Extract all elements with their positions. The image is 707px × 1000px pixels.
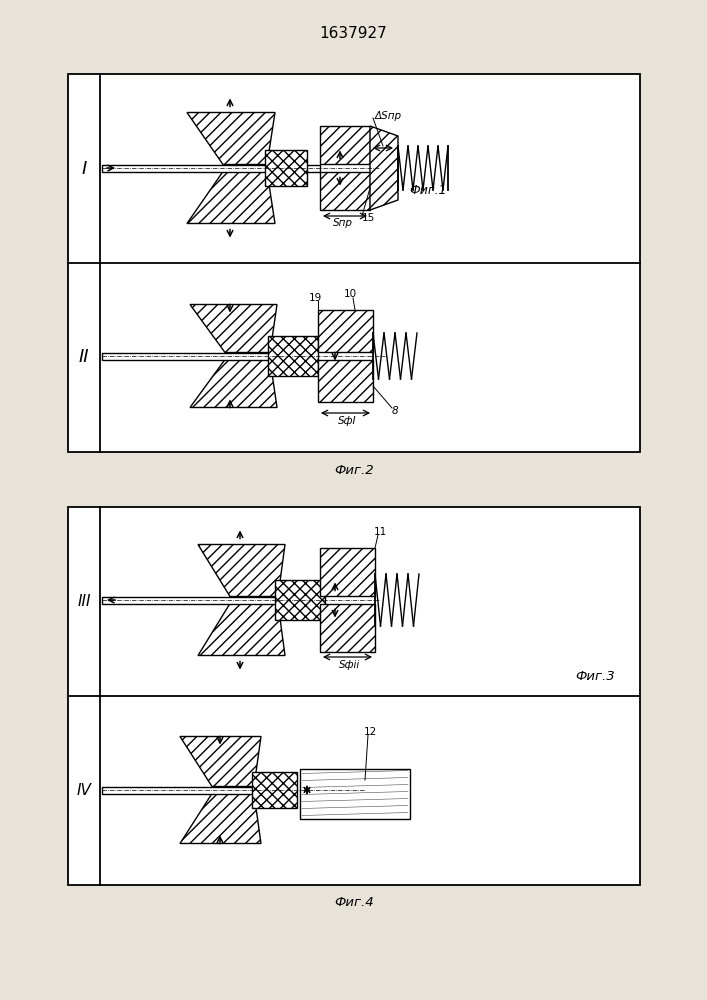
Polygon shape xyxy=(190,360,277,408)
Text: 12: 12 xyxy=(363,727,377,737)
Polygon shape xyxy=(198,544,285,596)
Bar xyxy=(252,772,297,808)
Polygon shape xyxy=(190,304,277,353)
Bar xyxy=(320,548,375,596)
Bar xyxy=(275,580,325,620)
Bar xyxy=(102,353,300,360)
Bar xyxy=(102,786,280,794)
Text: 15: 15 xyxy=(362,213,375,223)
Text: 19: 19 xyxy=(308,293,322,303)
Text: Фиг.3: Фиг.3 xyxy=(575,670,615,682)
Polygon shape xyxy=(370,126,398,210)
Text: ΔSпр: ΔSпр xyxy=(375,111,402,121)
Text: Фиг.2: Фиг.2 xyxy=(334,464,374,477)
Bar xyxy=(320,172,370,210)
Polygon shape xyxy=(180,794,261,844)
Bar xyxy=(102,164,320,172)
Polygon shape xyxy=(198,603,285,656)
Text: 1637927: 1637927 xyxy=(319,25,387,40)
Bar xyxy=(102,596,300,603)
Bar xyxy=(68,507,640,885)
Text: Sпр: Sпр xyxy=(333,218,353,228)
Text: Фиг.1: Фиг.1 xyxy=(409,184,447,196)
Bar xyxy=(268,336,318,376)
Bar xyxy=(68,74,640,452)
Bar xyxy=(318,310,373,352)
Bar xyxy=(320,126,370,164)
Text: III: III xyxy=(77,594,90,609)
Text: IV: IV xyxy=(76,783,91,798)
Text: 8: 8 xyxy=(392,406,398,416)
Polygon shape xyxy=(180,736,261,786)
Bar xyxy=(320,604,375,652)
Bar xyxy=(300,768,410,818)
Text: II: II xyxy=(78,349,89,366)
Polygon shape xyxy=(187,172,275,224)
Bar xyxy=(318,360,373,402)
Text: I: I xyxy=(81,159,87,178)
Text: Фиг.4: Фиг.4 xyxy=(334,896,374,910)
Polygon shape xyxy=(187,112,275,164)
Bar xyxy=(265,150,307,186)
Text: Sфii: Sфii xyxy=(339,660,360,670)
Text: 11: 11 xyxy=(373,527,387,537)
Text: 10: 10 xyxy=(344,289,356,299)
Text: SфI: SфI xyxy=(338,416,357,426)
